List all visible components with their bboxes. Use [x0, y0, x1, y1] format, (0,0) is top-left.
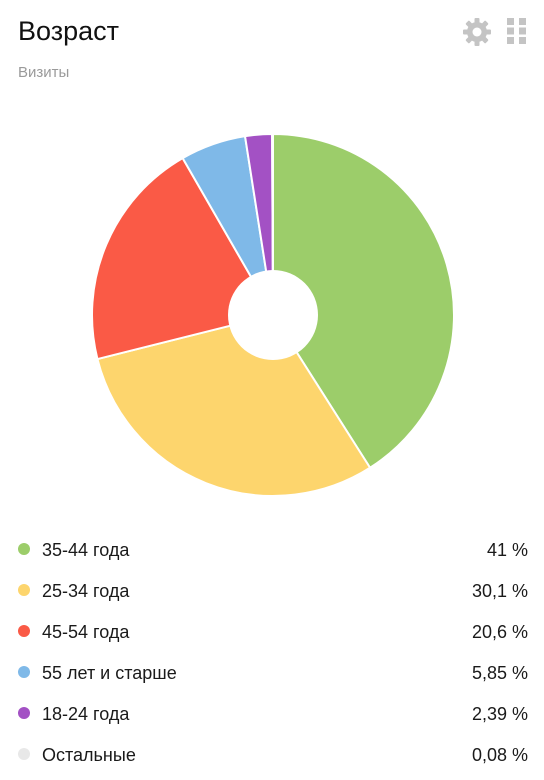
gear-icon[interactable] [461, 16, 493, 48]
chart-legend: 35-44 года 41 % 25-34 года 30,1 % 45-54 года… [0, 529, 544, 775]
widget-subtitle: Визиты [18, 64, 70, 81]
legend-item-18-24[interactable]: 18-24 года 2,39 % [0, 693, 544, 734]
legend-label: 55 лет и старше [42, 663, 177, 683]
legend-marker [18, 748, 30, 760]
pie-slice-other[interactable] [271, 132, 274, 316]
legend-marker [18, 707, 30, 719]
legend-value: 5,85 % [471, 663, 528, 683]
legend-item-other[interactable]: Остальные 0,08 % [0, 734, 544, 775]
donut-hole [228, 270, 318, 360]
legend-value: 2,39 % [471, 704, 528, 724]
legend-value: 41 % [486, 540, 528, 560]
legend-marker [18, 584, 30, 596]
legend-marker [18, 625, 30, 637]
legend-label: 45-54 года [42, 622, 130, 642]
legend-item-45-54[interactable]: 45-54 года 20,6 % [0, 611, 544, 652]
legend-value: 0,08 % [471, 745, 528, 765]
legend-marker [18, 543, 30, 555]
legend-value: 30,1 % [471, 581, 528, 601]
legend-item-25-34[interactable]: 25-34 года 30,1 % [0, 570, 544, 611]
pie-slice-35-44[interactable] [272, 132, 455, 470]
legend-label: Остальные [42, 745, 136, 765]
legend-item-35-44[interactable]: 35-44 года 41 % [0, 529, 544, 570]
legend-label: 35-44 года [42, 540, 130, 560]
widget-header: Возраст Визиты [0, 0, 544, 100]
legend-label: 18-24 года [42, 704, 130, 724]
legend-value: 20,6 % [471, 622, 528, 642]
legend-item-55-plus[interactable]: 55 лет и старше 5,85 % [0, 652, 544, 693]
legend-marker [18, 666, 30, 678]
pie-chart [91, 132, 455, 497]
pie-slice-25-34[interactable] [96, 313, 372, 497]
legend-label: 25-34 года [42, 581, 130, 601]
widget-title: Возраст [18, 16, 119, 46]
grid-dots-icon[interactable] [506, 17, 528, 45]
pie-slice-45-54[interactable] [91, 156, 275, 361]
